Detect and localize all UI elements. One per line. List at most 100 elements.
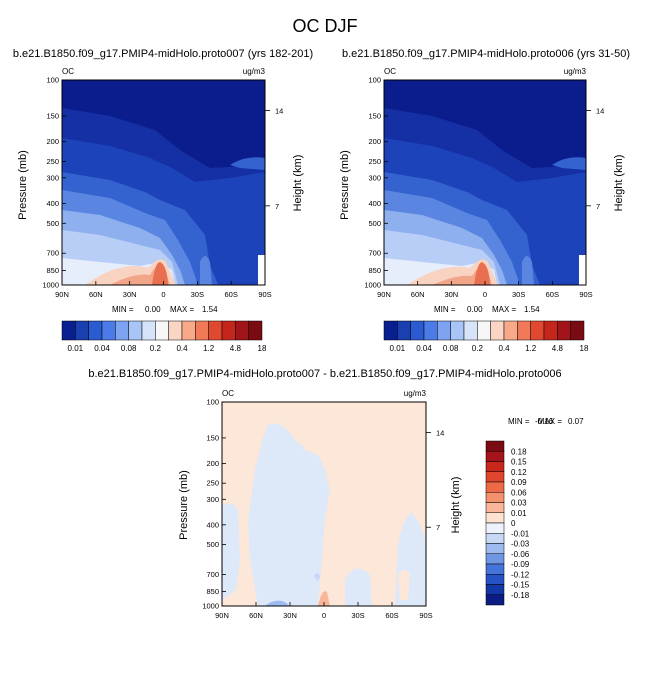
- colorbar-swatch: [485, 553, 505, 565]
- colorbar-label: 1.2: [203, 344, 215, 353]
- panel-3-min-value: -0.16: [535, 417, 554, 426]
- panel-3-height-axis: 14 7: [426, 428, 444, 532]
- colorbar-label: 18: [258, 344, 267, 353]
- colorbar-swatch: [485, 543, 505, 554]
- panel-3-x-axis: 90N 60N 30N 0 30S 60S 90S: [215, 602, 433, 620]
- y-tick-label: 1000: [202, 602, 219, 611]
- x-tick-label: 0: [322, 611, 326, 620]
- y-tick-label: 700: [206, 570, 219, 579]
- y-tick-label: 500: [46, 219, 59, 228]
- x-tick-label: 90S: [258, 290, 271, 299]
- colorbar-swatch: [485, 461, 505, 472]
- panel-1-units: ug/m3: [243, 67, 266, 76]
- colorbar-swatch: [450, 320, 465, 341]
- colorbar-label: 0.4: [176, 344, 188, 353]
- colorbar-swatch: [181, 320, 196, 341]
- colorbar-label: 1.2: [525, 344, 537, 353]
- colorbar-label: 0.08: [121, 344, 137, 353]
- colorbar-label: 4.8: [552, 344, 564, 353]
- panel-2-ylabel: Pressure (mb): [339, 150, 351, 220]
- height-tick-label: 14: [275, 107, 283, 116]
- x-tick-label: 90S: [579, 290, 592, 299]
- colorbar-label: -0.12: [511, 570, 530, 579]
- colorbar-label: 0.08: [443, 344, 459, 353]
- colorbar-swatch: [490, 320, 505, 341]
- y-tick-label: 300: [206, 495, 219, 504]
- colorbar-swatch: [530, 320, 545, 341]
- panel-1-min-label: MIN =: [112, 305, 134, 314]
- colorbar-label: -0.09: [511, 560, 530, 569]
- y-tick-label: 700: [46, 249, 59, 258]
- y-tick-label: 1000: [42, 281, 59, 290]
- y-tick-label: 150: [206, 433, 219, 442]
- panel-3-units: ug/m3: [404, 389, 427, 398]
- x-tick-label: 60N: [249, 611, 263, 620]
- colorbar-label: 0.03: [511, 499, 527, 508]
- colorbar-swatch: [485, 522, 505, 534]
- colorbar-swatch: [208, 320, 223, 341]
- x-tick-label: 30N: [123, 290, 137, 299]
- panel-1-field: [61, 79, 266, 286]
- x-tick-label: 30S: [191, 290, 204, 299]
- colorbar-swatch: [485, 440, 505, 452]
- x-tick-label: 90N: [55, 290, 69, 299]
- y-tick-label: 400: [206, 520, 219, 529]
- panel-3-min-label: MIN =: [508, 417, 530, 426]
- x-tick-label: 90N: [215, 611, 229, 620]
- colorbar-label: 0.01: [390, 344, 406, 353]
- colorbar-swatch: [195, 320, 209, 341]
- colorbar-label: 0.2: [150, 344, 162, 353]
- colorbar-swatch: [485, 512, 505, 524]
- y-tick-label: 200: [206, 459, 219, 468]
- height-tick-label: 14: [596, 107, 604, 116]
- x-tick-label: 60N: [411, 290, 425, 299]
- y-tick-label: 850: [368, 266, 381, 275]
- y-tick-label: 200: [368, 137, 381, 146]
- panel-2: b.e21.B1850.f09_g17.PMIP4-midHolo.proto0…: [339, 48, 630, 314]
- panel-2-x-axis: 90N 60N 30N 0 30S 60S 90S: [377, 281, 593, 299]
- x-tick-label: 60S: [546, 290, 559, 299]
- colorbar-swatch: [485, 502, 505, 513]
- y-tick-label: 400: [368, 199, 381, 208]
- x-tick-label: 30N: [444, 290, 458, 299]
- colorbar-swatch: [128, 320, 143, 341]
- colorbar-swatch: [61, 320, 76, 341]
- panel-1-left-label: OC: [62, 67, 74, 76]
- panel-3-max-value: 0.07: [568, 417, 584, 426]
- x-tick-label: 60S: [224, 290, 237, 299]
- colorbar-panel-2: 0.01 0.04 0.08 0.2 0.4 1.2 4.8 18: [383, 320, 589, 353]
- x-tick-label: 30S: [512, 290, 525, 299]
- colorbar-label: 0.4: [498, 344, 510, 353]
- panel-2-left-label: OC: [384, 67, 396, 76]
- x-tick-label: 30S: [351, 611, 364, 620]
- colorbar-swatch: [485, 594, 505, 606]
- panel-2-units: ug/m3: [564, 67, 587, 76]
- panel-3: b.e21.B1850.f09_g17.PMIP4-midHolo.proto0…: [88, 368, 584, 620]
- colorbar-label: 4.8: [230, 344, 242, 353]
- colorbar-label: 0.04: [94, 344, 110, 353]
- panel-2-max-value: 1.54: [524, 305, 540, 314]
- colorbar-swatch: [485, 574, 505, 585]
- colorbar-swatch: [410, 320, 425, 341]
- panel-2-min-label: MIN =: [434, 305, 456, 314]
- panel-3-y-axis: 100 150 200 250 300 400 500 700 850 1000: [202, 398, 226, 611]
- colorbar-label: 0.15: [511, 458, 527, 467]
- colorbar-label: 0.04: [416, 344, 432, 353]
- x-tick-label: 0: [161, 290, 165, 299]
- panel-3-ylabel: Pressure (mb): [178, 470, 190, 540]
- panel-1-height-axis: 14 7: [265, 107, 283, 211]
- colorbar-label: 0: [511, 519, 516, 528]
- colorbar-label: -0.15: [511, 581, 530, 590]
- panel-3-left-label: OC: [222, 389, 234, 398]
- y-tick-label: 250: [206, 479, 219, 488]
- colorbar-swatch: [168, 320, 183, 341]
- height-tick-label: 14: [436, 428, 444, 437]
- panel-2-right-ylabel: Height (km): [613, 155, 625, 212]
- colorbar-swatch: [557, 320, 571, 341]
- colorbar-swatch: [485, 481, 505, 493]
- panel-1-ylabel: Pressure (mb): [17, 150, 29, 220]
- colorbar-swatch: [115, 320, 129, 341]
- colorbar-swatch: [141, 320, 156, 341]
- colorbar-swatch: [235, 320, 249, 341]
- colorbar-swatch: [397, 320, 411, 341]
